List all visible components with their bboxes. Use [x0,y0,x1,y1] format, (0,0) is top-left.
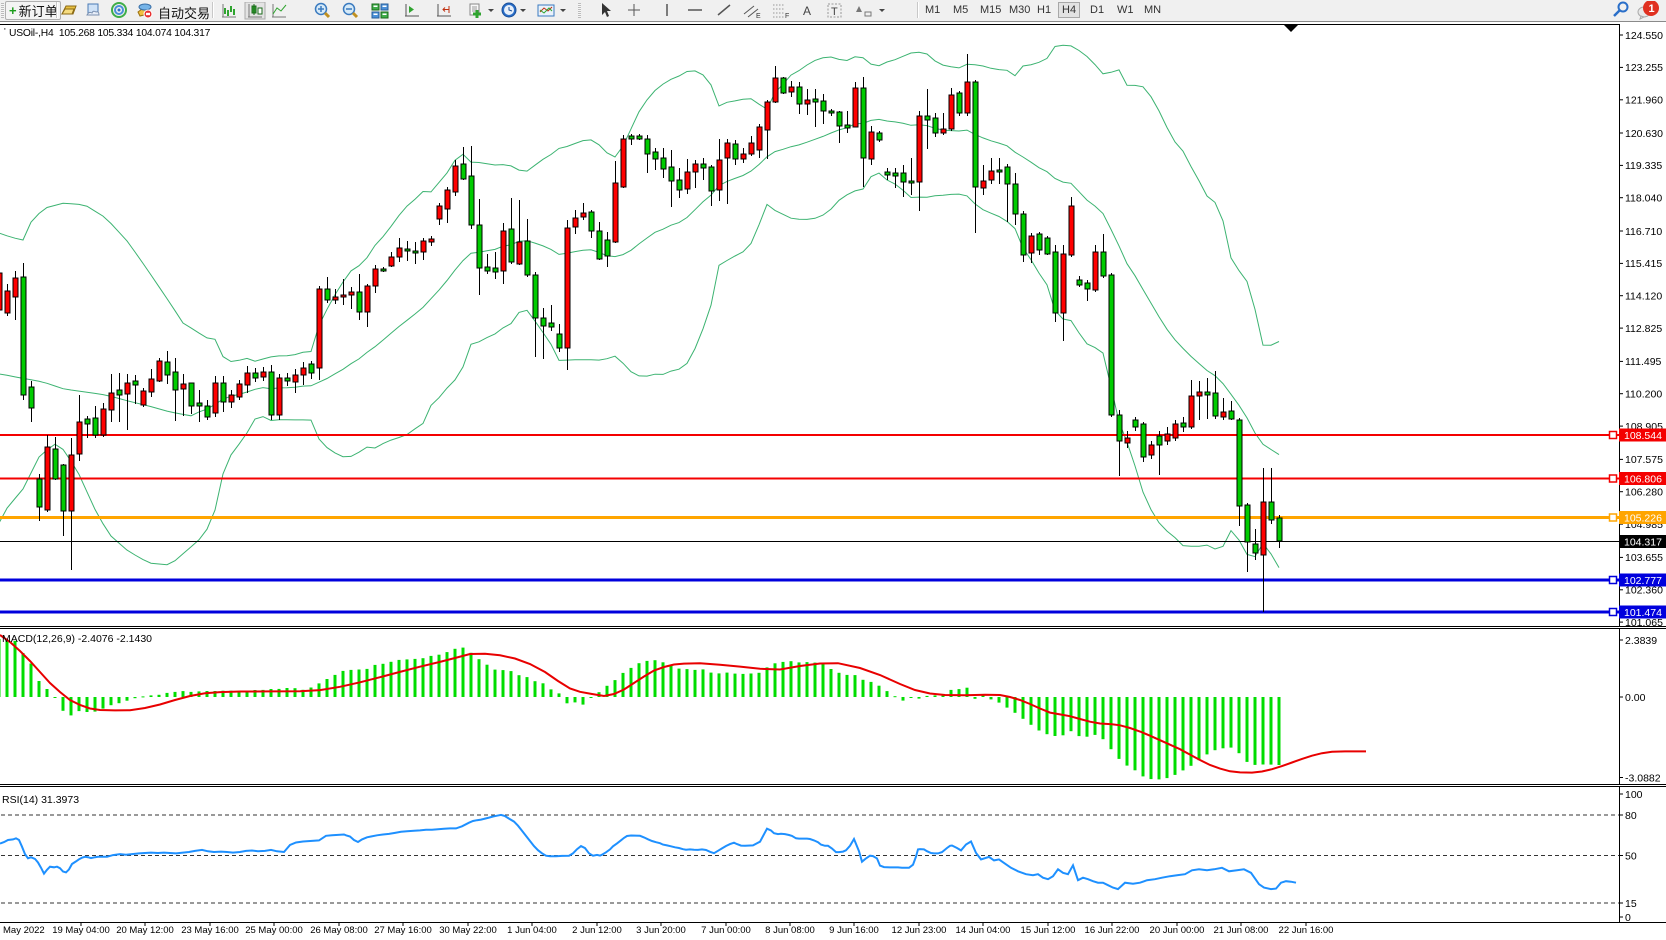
svg-text:30 May 22:00: 30 May 22:00 [439,925,497,936]
svg-text:115.415: 115.415 [1625,258,1662,270]
svg-text:2.3839: 2.3839 [1625,635,1657,647]
svg-text:124.550: 124.550 [1625,30,1663,42]
svg-text:E: E [756,13,761,20]
svg-text:105.226: 105.226 [1624,513,1662,525]
svg-text:123.255: 123.255 [1625,62,1663,74]
svg-text:110.200: 110.200 [1625,389,1662,401]
svg-text:RSI(14) 31.3973: RSI(14) 31.3973 [2,794,79,806]
svg-text:14 Jun 04:00: 14 Jun 04:00 [956,925,1011,936]
svg-text:May 2022: May 2022 [3,925,45,936]
svg-text:20 Jun 00:00: 20 Jun 00:00 [1150,925,1205,936]
svg-text:21 Jun 08:00: 21 Jun 08:00 [1214,925,1269,936]
svg-text:3 Jun 20:00: 3 Jun 20:00 [636,925,686,936]
svg-text:112.825: 112.825 [1625,323,1662,335]
svg-text:106.806: 106.806 [1624,474,1662,486]
svg-text:101.065: 101.065 [1625,617,1663,629]
svg-text:27 May 16:00: 27 May 16:00 [374,925,432,936]
svg-text:15 Jun 12:00: 15 Jun 12:00 [1021,925,1076,936]
svg-text:MACD(12,26,9) -2.4076 -2.1430: MACD(12,26,9) -2.4076 -2.1430 [2,633,152,645]
svg-text:-3.0882: -3.0882 [1625,772,1661,784]
svg-text:22 Jun 16:00: 22 Jun 16:00 [1279,925,1334,936]
svg-text:118.040: 118.040 [1625,193,1662,205]
svg-text:116.710: 116.710 [1625,226,1662,238]
svg-text:104.317: 104.317 [1624,537,1662,549]
svg-text:USOil-,H4 105.268 105.334 104: USOil-,H4 105.268 105.334 104.074 104.31… [9,28,211,39]
svg-text:108.544: 108.544 [1624,430,1662,442]
svg-text:101.474: 101.474 [1624,607,1662,619]
svg-text:0: 0 [1625,912,1631,924]
svg-text:F: F [785,13,789,20]
svg-text:50: 50 [1625,850,1637,862]
svg-text:102.777: 102.777 [1624,575,1662,587]
svg-text:9 Jun 16:00: 9 Jun 16:00 [829,925,879,936]
svg-text:103.655: 103.655 [1625,552,1663,564]
svg-text:1 Jun 04:00: 1 Jun 04:00 [507,925,557,936]
svg-text:119.335: 119.335 [1625,160,1662,172]
svg-text:111.495: 111.495 [1625,356,1662,368]
svg-text:120.630: 120.630 [1625,128,1663,140]
svg-text:80: 80 [1625,810,1637,822]
svg-text:121.960: 121.960 [1625,95,1663,107]
svg-text:100: 100 [1625,789,1643,801]
svg-text:T: T [831,6,838,18]
svg-text:106.280: 106.280 [1625,487,1663,499]
svg-text:19 May 04:00: 19 May 04:00 [52,925,110,936]
svg-text:23 May 16:00: 23 May 16:00 [181,925,239,936]
svg-text:0.00: 0.00 [1625,692,1646,704]
svg-text:1: 1 [1649,3,1655,15]
svg-text:A: A [803,4,811,18]
svg-text:7 Jun 00:00: 7 Jun 00:00 [701,925,751,936]
svg-text:107.575: 107.575 [1625,454,1663,466]
svg-text:12 Jun 23:00: 12 Jun 23:00 [892,925,947,936]
svg-text:15: 15 [1625,898,1637,910]
svg-text:20 May 12:00: 20 May 12:00 [116,925,174,936]
svg-text:25 May 00:00: 25 May 00:00 [245,925,303,936]
svg-text:2 Jun 12:00: 2 Jun 12:00 [572,925,622,936]
svg-text:·: · [3,23,7,35]
svg-text:8 Jun 08:00: 8 Jun 08:00 [765,925,815,936]
svg-text:114.120: 114.120 [1625,291,1662,303]
svg-text:102.360: 102.360 [1625,585,1663,597]
svg-text:16 Jun 22:00: 16 Jun 22:00 [1085,925,1140,936]
svg-text:26 May 08:00: 26 May 08:00 [310,925,368,936]
